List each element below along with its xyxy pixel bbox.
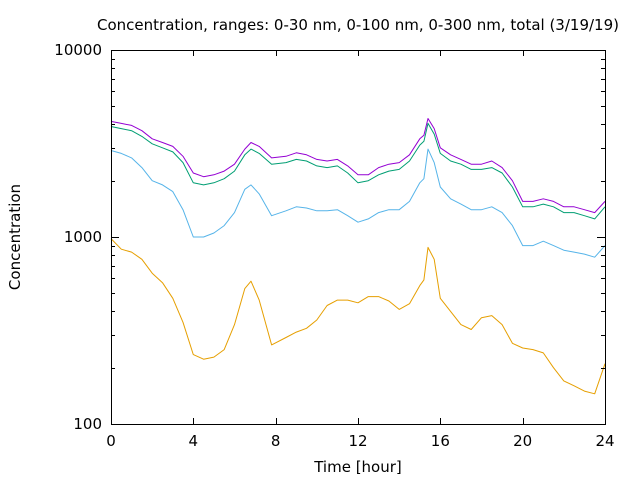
series-line-1	[110, 118, 606, 214]
x-tick-label: 0	[106, 432, 116, 450]
x-tick-label: 16	[431, 432, 450, 450]
y-tick-label: 10000	[54, 41, 102, 59]
x-tick-label: 4	[189, 432, 199, 450]
series-line-3	[110, 148, 606, 258]
x-tick-label: 20	[513, 432, 532, 450]
x-tick-label: 12	[348, 432, 367, 450]
y-tick-label: 1000	[64, 228, 102, 246]
x-tick-label: 24	[595, 432, 614, 450]
x-tick-label: 8	[271, 432, 281, 450]
chart-title: Concentration, ranges: 0-30 nm, 0-100 nm…	[97, 16, 619, 34]
tick-layer: 0 4 8 12 16 20 24 100 1000 10000	[54, 41, 614, 450]
series-layer	[110, 118, 606, 395]
y-axis-label: Concentration	[6, 184, 24, 290]
x-axis-label: Time [hour]	[313, 458, 402, 476]
series-line-2	[110, 122, 606, 220]
plot-frame	[111, 50, 606, 425]
y-tick-label: 100	[73, 415, 102, 433]
series-line-4	[110, 238, 606, 395]
